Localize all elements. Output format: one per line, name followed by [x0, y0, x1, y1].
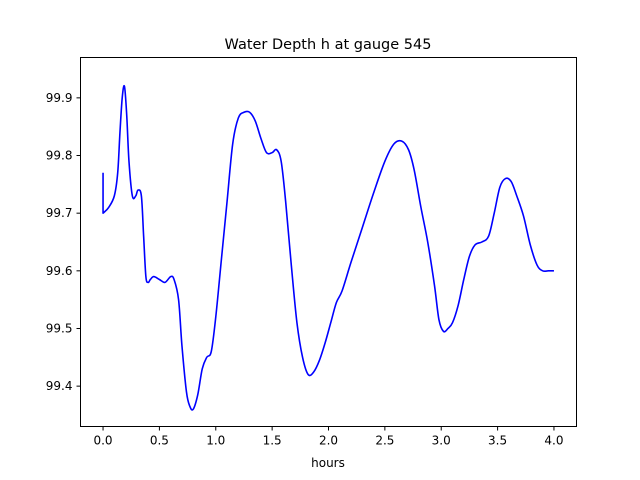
y-axis: 99.4 99.5 99.6 99.7 99.8 99.9	[46, 91, 81, 393]
y-tick-label: 99.8	[46, 149, 73, 163]
x-tick-label: 3.0	[432, 434, 451, 448]
x-tick-label: 3.5	[488, 434, 507, 448]
x-tick-label: 1.5	[263, 434, 282, 448]
x-tick-label: 0.0	[93, 434, 112, 448]
y-tick-label: 99.4	[46, 379, 73, 393]
x-axis-label: hours	[311, 456, 345, 470]
chart-title: Water Depth h at gauge 545	[225, 37, 432, 53]
x-tick-label: 0.5	[150, 434, 169, 448]
x-tick-label: 2.5	[375, 434, 394, 448]
x-tick-label: 1.0	[206, 434, 225, 448]
y-tick-label: 99.9	[46, 91, 73, 105]
y-tick-label: 99.7	[46, 206, 73, 220]
y-tick-label: 99.5	[46, 321, 73, 335]
x-tick-label: 4.0	[544, 434, 563, 448]
series-line-0	[102, 84, 554, 411]
plot-frame	[80, 57, 577, 427]
plot-series	[102, 84, 554, 411]
x-axis: 0.0 0.5 1.0 1.5 2.0 2.5 3.0 3.5 4.0	[93, 426, 564, 448]
y-tick-label: 99.6	[46, 264, 73, 278]
x-tick-label: 2.0	[319, 434, 338, 448]
